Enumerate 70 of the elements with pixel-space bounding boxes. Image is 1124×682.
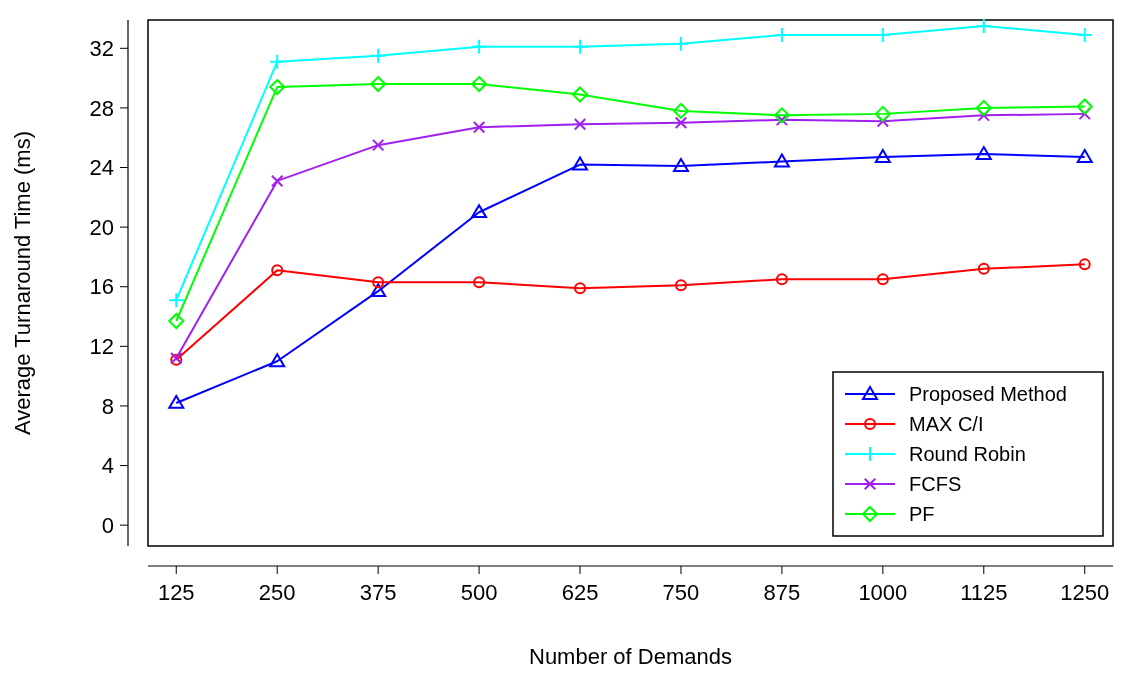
- x-tick-label: 750: [662, 580, 700, 605]
- point: [271, 264, 284, 277]
- x-tick-label: 250: [258, 580, 296, 605]
- point: [370, 47, 387, 64]
- point: [372, 276, 385, 289]
- x-tick-label: 125: [157, 580, 195, 605]
- point: [471, 204, 488, 219]
- y-tick-label: 24: [89, 155, 114, 181]
- y-tick-label: 0: [101, 512, 114, 538]
- point: [471, 38, 488, 55]
- point: [672, 158, 689, 172]
- point: [270, 174, 284, 188]
- point: [874, 149, 891, 163]
- x-tick-label: 875: [763, 580, 801, 605]
- point: [977, 262, 990, 275]
- point: [975, 146, 992, 161]
- y-tick-label: 20: [89, 214, 114, 240]
- x-tick-label: 500: [460, 580, 498, 605]
- point: [975, 17, 992, 34]
- point: [874, 105, 891, 122]
- point: [168, 313, 185, 329]
- point: [473, 276, 486, 289]
- point: [573, 118, 587, 131]
- point: [775, 113, 789, 127]
- y-tick-label: 28: [89, 95, 114, 121]
- legend-label: PF: [909, 503, 935, 525]
- point: [674, 116, 688, 130]
- point: [775, 273, 788, 286]
- point: [168, 292, 185, 309]
- point: [168, 394, 185, 409]
- y-tick-label: 8: [101, 393, 114, 419]
- legend-label: Round Robin: [909, 443, 1026, 465]
- y-tick-label: 12: [89, 334, 114, 360]
- point: [1076, 26, 1093, 43]
- point: [773, 153, 790, 168]
- point: [876, 273, 889, 286]
- point: [674, 279, 687, 292]
- point: [572, 86, 589, 103]
- x-tick-label: 1250: [1060, 580, 1110, 605]
- y-tick-label: 16: [89, 274, 114, 300]
- x-axis-title: Number of Demands: [529, 644, 732, 669]
- point: [572, 38, 589, 55]
- legend-label: FCFS: [909, 473, 962, 495]
- point: [1078, 107, 1091, 121]
- point: [370, 76, 387, 93]
- point: [572, 156, 589, 171]
- point: [472, 121, 486, 134]
- point: [269, 353, 286, 368]
- point: [672, 35, 689, 52]
- point: [371, 138, 385, 152]
- point: [975, 99, 992, 116]
- point: [471, 76, 488, 93]
- x-tick-label: 1000: [858, 580, 908, 605]
- point: [773, 107, 790, 124]
- y-tick-label: 4: [101, 453, 114, 479]
- point: [269, 79, 286, 96]
- point: [269, 53, 286, 70]
- point: [1076, 98, 1093, 115]
- point: [672, 102, 689, 119]
- x-tick-label: 625: [561, 580, 599, 605]
- y-tick-label: 32: [89, 36, 114, 62]
- x-tick-label: 375: [359, 580, 397, 605]
- point: [574, 282, 587, 295]
- x-tick-label: 1125: [960, 580, 1008, 605]
- point: [1078, 258, 1091, 271]
- y-axis-title: Average Turnaround Time (ms): [10, 130, 35, 436]
- point: [1076, 149, 1093, 163]
- legend-label: MAX C/I: [909, 413, 984, 435]
- point: [370, 283, 387, 298]
- legend-label: Proposed Method: [909, 383, 1067, 405]
